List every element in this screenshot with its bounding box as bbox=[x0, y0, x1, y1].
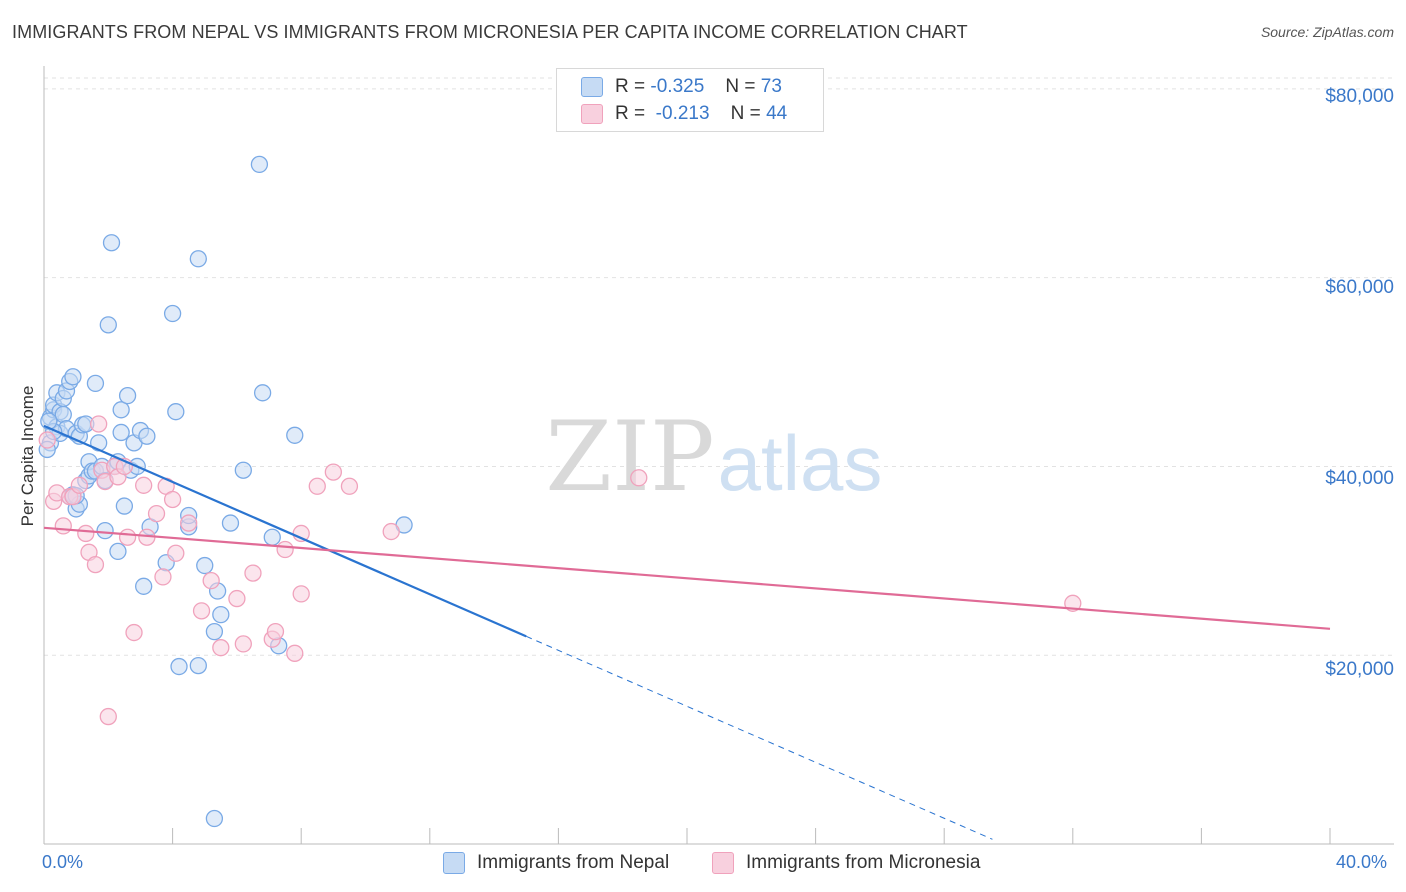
chart-title: IMMIGRANTS FROM NEPAL VS IMMIGRANTS FROM… bbox=[12, 22, 968, 42]
n-label: N = bbox=[730, 103, 761, 124]
legend-item-nepal[interactable]: Immigrants from Nepal bbox=[443, 852, 669, 874]
point-series1-18 bbox=[125, 623, 143, 642]
point-series0-26 bbox=[86, 374, 105, 393]
micronesia-swatch bbox=[581, 104, 603, 124]
point-series0-46 bbox=[138, 427, 156, 445]
r-value-nepal: -0.325 bbox=[650, 76, 705, 97]
x-tick-label-min: 0.0% bbox=[42, 852, 84, 872]
point-series0-51 bbox=[170, 657, 188, 676]
point-series0-14 bbox=[64, 368, 82, 386]
point-series1-19 bbox=[135, 476, 153, 494]
y-tick-label-40000: $40,000 bbox=[1325, 468, 1394, 489]
point-series0-63 bbox=[250, 155, 269, 174]
watermark-zip: ZIP bbox=[545, 401, 714, 513]
legend-swatch-micronesia bbox=[712, 852, 734, 874]
point-series1-3 bbox=[54, 517, 72, 535]
point-series1-35 bbox=[276, 540, 294, 559]
watermark-atlas: atlas bbox=[718, 419, 883, 507]
point-series1-22 bbox=[154, 568, 172, 586]
r-value-micronesia: -0.213 bbox=[655, 103, 710, 124]
y-tick-label-20000: $20,000 bbox=[1325, 659, 1394, 680]
point-series0-49 bbox=[163, 304, 182, 323]
nepal-swatch bbox=[581, 77, 603, 97]
source-label: Source: ZipAtlas.com bbox=[1260, 24, 1394, 40]
point-series1-40 bbox=[324, 463, 343, 481]
legend-swatch-nepal bbox=[443, 852, 465, 874]
point-series1-41 bbox=[340, 477, 359, 495]
point-series1-42 bbox=[382, 522, 400, 541]
point-series0-62 bbox=[234, 461, 252, 479]
point-series0-45 bbox=[135, 577, 153, 595]
point-series1-17 bbox=[118, 528, 137, 546]
watermark: ZIP atlas bbox=[545, 401, 882, 513]
point-series0-54 bbox=[189, 250, 207, 268]
point-series1-36 bbox=[286, 644, 304, 662]
point-series1-27 bbox=[192, 602, 211, 620]
stats-legend: R = -0.325 N = 73 R = -0.213 N = 44 bbox=[556, 68, 824, 132]
point-series0-67 bbox=[286, 426, 304, 444]
point-series0-56 bbox=[196, 556, 214, 575]
point-series0-61 bbox=[221, 514, 240, 532]
point-series0-57 bbox=[205, 622, 224, 641]
y-axis-label: Per Capita Income bbox=[18, 385, 37, 527]
point-series1-39 bbox=[308, 477, 326, 495]
r-label: R = bbox=[615, 103, 646, 124]
point-series0-32 bbox=[99, 316, 117, 334]
stats-legend-row-nepal: R = -0.325 N = 73 bbox=[581, 75, 782, 99]
point-series1-43 bbox=[630, 469, 648, 487]
point-series0-39 bbox=[115, 497, 134, 515]
point-series0-9 bbox=[54, 405, 72, 424]
point-series0-30 bbox=[96, 521, 114, 540]
point-series0-65 bbox=[263, 528, 281, 546]
point-series1-34 bbox=[266, 622, 285, 641]
legend-item-micronesia[interactable]: Immigrants from Micronesia bbox=[712, 852, 980, 874]
point-series0-59 bbox=[212, 605, 230, 624]
point-series1-10 bbox=[90, 415, 108, 433]
point-series0-36 bbox=[109, 542, 127, 561]
n-value-nepal: 73 bbox=[760, 76, 782, 97]
point-series1-32 bbox=[244, 564, 262, 582]
point-series1-37 bbox=[292, 585, 310, 603]
point-series1-28 bbox=[202, 572, 220, 590]
n-value-micronesia: 44 bbox=[766, 103, 788, 124]
data-points bbox=[38, 155, 1082, 828]
y-tick-label-80000: $80,000 bbox=[1325, 86, 1394, 107]
point-series0-40 bbox=[118, 386, 137, 405]
point-series0-71 bbox=[40, 412, 58, 430]
trend-line-series1 bbox=[43, 526, 1331, 630]
point-series0-55 bbox=[189, 656, 207, 675]
point-series1-13 bbox=[99, 707, 117, 726]
x-tick-label-max: 40.0% bbox=[1336, 852, 1388, 872]
stats-legend-row-micronesia: R = -0.213 N = 44 bbox=[581, 102, 787, 126]
point-series0-60 bbox=[205, 809, 224, 828]
trend-lines bbox=[43, 424, 1331, 840]
point-series1-31 bbox=[234, 635, 252, 653]
point-series1-9 bbox=[86, 555, 105, 574]
point-series0-37 bbox=[112, 423, 130, 442]
point-series0-50 bbox=[167, 403, 185, 421]
point-series1-24 bbox=[163, 490, 182, 509]
point-series1-25 bbox=[167, 544, 185, 562]
point-series0-64 bbox=[253, 384, 272, 402]
series-legend: Immigrants from Nepal Immigrants from Mi… bbox=[0, 852, 1406, 878]
point-series1-30 bbox=[228, 589, 246, 608]
point-series1-21 bbox=[147, 504, 166, 523]
point-series1-29 bbox=[212, 639, 230, 657]
trend-line-series0 bbox=[43, 424, 527, 638]
legend-label-micronesia: Immigrants from Micronesia bbox=[746, 852, 981, 873]
r-label: R = bbox=[615, 76, 646, 97]
point-series1-7 bbox=[77, 524, 95, 543]
n-label: N = bbox=[725, 76, 756, 97]
point-series1-6 bbox=[70, 476, 89, 494]
point-series1-0 bbox=[38, 431, 56, 449]
point-series0-38 bbox=[112, 401, 130, 419]
trend-extension-series0 bbox=[526, 635, 993, 840]
point-series0-33 bbox=[102, 234, 121, 252]
legend-label-nepal: Immigrants from Nepal bbox=[477, 852, 670, 873]
point-series1-26 bbox=[180, 514, 198, 532]
y-tick-label-60000: $60,000 bbox=[1325, 277, 1394, 298]
